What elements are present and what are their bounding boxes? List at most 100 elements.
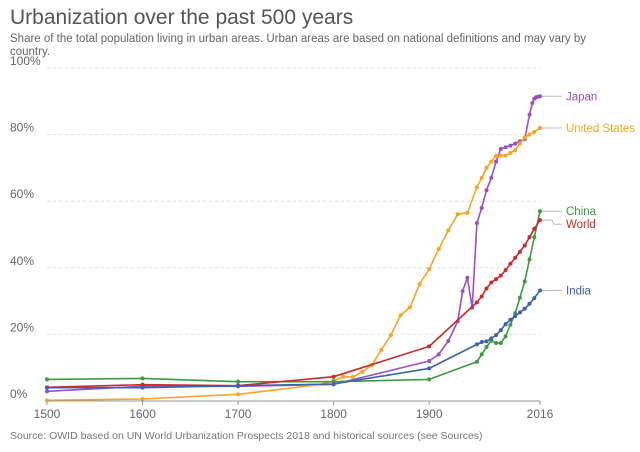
data-point-china bbox=[513, 311, 518, 316]
y-tick-label: 20% bbox=[10, 320, 34, 334]
data-point-china bbox=[484, 345, 489, 350]
data-point-united-states bbox=[517, 141, 522, 146]
series-india bbox=[45, 288, 542, 390]
data-point-india bbox=[489, 336, 494, 341]
data-point-united-states bbox=[494, 153, 499, 158]
data-point-china bbox=[527, 257, 532, 262]
data-point-china bbox=[498, 341, 503, 346]
data-point-world bbox=[538, 218, 542, 223]
data-point-united-states bbox=[436, 247, 441, 252]
data-point-united-states bbox=[379, 347, 384, 352]
data-point-world bbox=[140, 382, 145, 387]
data-point-india bbox=[331, 382, 336, 387]
data-point-united-states bbox=[350, 375, 355, 380]
data-point-united-states bbox=[538, 125, 542, 130]
data-point-japan bbox=[45, 389, 49, 394]
x-tick-label: 1800 bbox=[320, 407, 347, 421]
series-line-japan bbox=[46, 95, 541, 393]
axis-layer: 0% 20% 40% 60% 80% 100% 1500 1600 1700 1800 1900 20… bbox=[10, 54, 554, 421]
data-point-china bbox=[140, 376, 145, 381]
data-point-world bbox=[522, 243, 527, 248]
data-point-world bbox=[532, 226, 537, 231]
series-layer bbox=[45, 94, 542, 403]
data-point-united-states bbox=[527, 132, 532, 137]
series-line-india bbox=[47, 289, 541, 389]
data-point-india bbox=[538, 288, 542, 293]
x-tick-label: 1500 bbox=[34, 407, 61, 421]
data-point-world bbox=[489, 280, 494, 285]
data-point-japan bbox=[498, 146, 503, 151]
data-point-united-states bbox=[455, 212, 460, 217]
data-point-united-states bbox=[427, 267, 432, 272]
data-point-china bbox=[508, 322, 513, 327]
data-point-united-states bbox=[498, 153, 503, 158]
data-point-world bbox=[498, 273, 503, 278]
data-point-india bbox=[513, 314, 518, 319]
x-tick-label: 2016 bbox=[527, 407, 554, 421]
data-point-united-states bbox=[388, 333, 393, 338]
y-tick-label: 100% bbox=[10, 54, 41, 68]
data-point-japan bbox=[503, 145, 508, 150]
data-point-japan bbox=[474, 221, 479, 226]
data-point-united-states bbox=[408, 305, 413, 310]
data-point-india bbox=[527, 301, 532, 306]
data-point-india bbox=[508, 317, 513, 322]
chart-subtitle: Share of the total population living in … bbox=[10, 33, 586, 58]
y-tick-label: 80% bbox=[10, 121, 34, 135]
series-line-china bbox=[46, 211, 541, 383]
series-label-india: India bbox=[566, 285, 592, 297]
data-point-china bbox=[45, 377, 49, 382]
data-point-united-states bbox=[513, 148, 518, 153]
data-point-united-states bbox=[503, 153, 508, 158]
data-point-united-states bbox=[484, 165, 489, 170]
series-label-world: World bbox=[566, 219, 596, 231]
data-point-japan bbox=[494, 159, 499, 164]
series-world bbox=[45, 218, 542, 390]
data-point-china bbox=[517, 295, 522, 300]
data-point-world bbox=[508, 261, 513, 266]
data-point-japan bbox=[489, 175, 494, 180]
series-line-world bbox=[46, 219, 541, 389]
data-point-world bbox=[527, 235, 532, 240]
data-point-world bbox=[517, 249, 522, 254]
data-point-united-states bbox=[398, 313, 403, 318]
data-point-united-states bbox=[417, 282, 422, 287]
data-point-world bbox=[484, 286, 489, 291]
data-point-china bbox=[474, 359, 479, 364]
data-point-united-states bbox=[446, 228, 451, 233]
data-point-india bbox=[498, 328, 503, 333]
x-tick-label: 1700 bbox=[225, 407, 252, 421]
data-point-india bbox=[503, 322, 508, 327]
data-point-india bbox=[532, 296, 537, 301]
data-point-india bbox=[522, 306, 527, 311]
series-united-states bbox=[45, 125, 542, 403]
data-point-india bbox=[474, 342, 479, 347]
data-point-japan bbox=[479, 205, 484, 210]
x-tick-label: 1900 bbox=[416, 407, 443, 421]
data-point-india bbox=[45, 385, 49, 390]
data-point-world bbox=[494, 277, 499, 282]
data-point-japan bbox=[538, 94, 542, 99]
series-line-united-states bbox=[46, 127, 541, 402]
data-point-japan bbox=[484, 188, 489, 193]
data-point-china bbox=[427, 377, 432, 382]
data-point-china bbox=[236, 379, 241, 384]
data-point-united-states bbox=[341, 374, 346, 379]
grid-layer bbox=[47, 67, 540, 402]
data-point-india bbox=[517, 310, 522, 315]
data-point-japan bbox=[508, 143, 513, 148]
data-point-china bbox=[494, 341, 499, 346]
y-tick-label: 60% bbox=[10, 187, 34, 201]
data-point-world bbox=[427, 344, 432, 349]
data-point-japan bbox=[465, 275, 470, 280]
x-tick-label: 1600 bbox=[129, 407, 156, 421]
data-point-china bbox=[479, 352, 484, 357]
series-label-japan: Japan bbox=[566, 91, 597, 103]
data-point-india bbox=[479, 340, 484, 345]
data-point-china bbox=[532, 235, 537, 240]
data-point-india bbox=[140, 385, 145, 390]
data-point-united-states bbox=[479, 175, 484, 180]
data-point-united-states bbox=[489, 159, 494, 164]
